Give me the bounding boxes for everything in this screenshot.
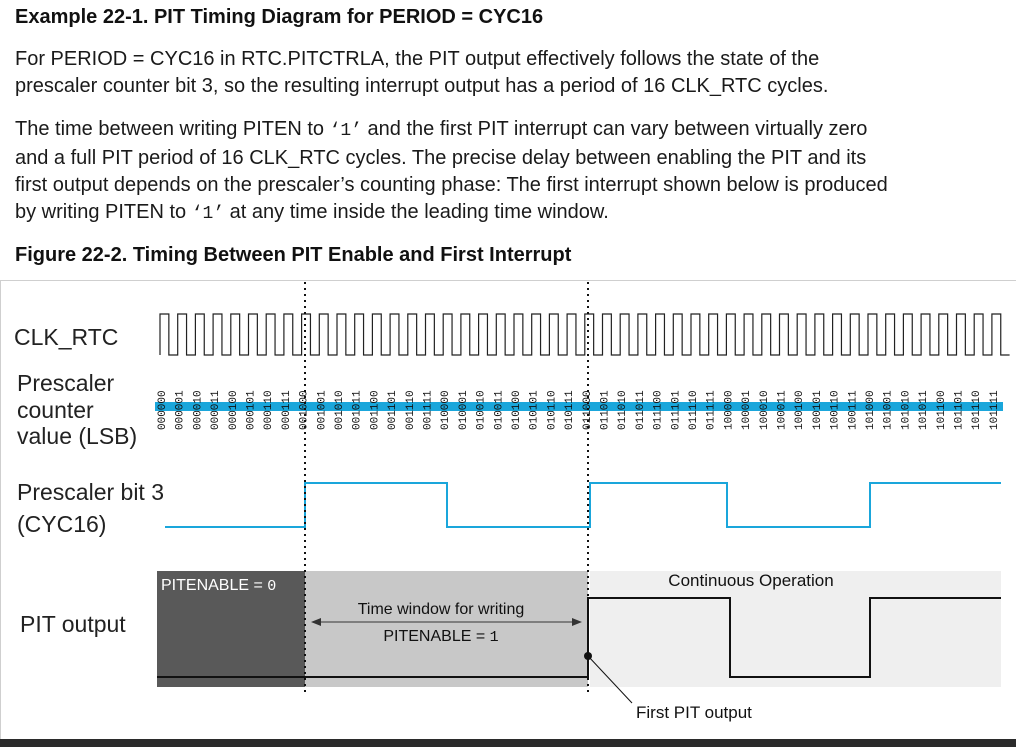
counter-value: 101110 [971, 390, 983, 430]
counter-value: 001000 [299, 390, 311, 430]
counter-value: 000010 [192, 390, 204, 430]
counter-value: 001110 [405, 390, 417, 430]
counter-value: 011001 [600, 390, 612, 430]
counter-value: 000001 [175, 390, 187, 430]
counter-value: 010011 [493, 390, 505, 430]
paragraph-line: For PERIOD = CYC16 in RTC.PITCTRLA, the … [15, 48, 820, 70]
paragraph-period-description: For PERIOD = CYC16 in RTC.PITCTRLA, the … [15, 46, 1005, 100]
counter-value: 010100 [511, 390, 523, 430]
counter-value: 101101 [954, 390, 966, 430]
paragraph-text: by writing PITEN to [15, 201, 192, 223]
counter-value: 001111 [423, 390, 435, 430]
counter-value: 101000 [865, 390, 877, 430]
time-window-label-line1: Time window for writing [358, 601, 525, 618]
counter-value: 100101 [812, 390, 824, 430]
prescaler-label-line3: value (LSB) [17, 423, 137, 449]
prescaler-label-line1: Prescaler [17, 370, 114, 396]
counter-value: 101010 [900, 390, 912, 430]
first-output-callout-line [587, 655, 633, 704]
time-window-region [305, 571, 588, 687]
counter-value: 010111 [564, 390, 576, 430]
paragraph-text: at any time inside the leading time wind… [224, 201, 609, 223]
counter-value: 100110 [830, 390, 842, 430]
figure-title: Figure 22-2. Timing Between PIT Enable a… [15, 244, 572, 266]
pit-output-waveform [157, 597, 1001, 678]
prescaler-label-line2: counter [17, 397, 94, 423]
first-pit-output-label: First PIT output [636, 703, 752, 722]
counter-value: 001011 [352, 390, 364, 430]
counter-value: 100001 [741, 390, 753, 430]
counter-value: 010110 [546, 390, 558, 430]
paragraph-line: prescaler counter bit 3, so the resultin… [15, 75, 829, 97]
counter-value: 101011 [918, 390, 930, 430]
code-value: ‘1’ [329, 121, 362, 141]
counter-value: 000011 [210, 390, 222, 430]
counter-value: 011100 [653, 390, 665, 430]
counter-value: 001100 [369, 390, 381, 430]
counter-value: 101100 [936, 390, 948, 430]
paragraph-line: and a full PIT period of 16 CLK_RTC cycl… [15, 147, 867, 169]
counter-value: 101111 [989, 390, 1001, 430]
counter-value: 011011 [635, 390, 647, 430]
clk-rtc-label: CLK_RTC [14, 324, 118, 350]
counter-value-labels: 000000 000001 000010 000011 000100 000101 0001… [157, 390, 1001, 430]
counter-value: 000110 [263, 390, 275, 430]
paragraph-text: The time between writing PITEN to [15, 118, 330, 140]
counter-value: 001101 [387, 390, 399, 430]
disabled-region [157, 571, 305, 687]
bottom-bar [0, 739, 1016, 747]
arrow-head-right [572, 618, 582, 626]
counter-value: 100100 [794, 390, 806, 430]
counter-value: 100000 [723, 390, 735, 430]
pit-output-label: PIT output [20, 611, 126, 637]
prescaler-bit3-waveform [165, 482, 1001, 528]
counter-value: 000100 [228, 390, 240, 430]
counter-value: 011101 [670, 390, 682, 430]
bit3-label-line1: Prescaler bit 3 [17, 479, 164, 505]
paragraph-enable-delay: The time between writing PITEN to ‘1’ an… [15, 116, 1005, 228]
counter-value: 011110 [688, 390, 700, 430]
time-window-label-line2: PITENABLE = 1 [383, 628, 498, 646]
paragraph-text: and the first PIT interrupt can vary bet… [361, 118, 868, 140]
figure-top-rule [0, 280, 1016, 281]
counter-value: 000101 [246, 390, 258, 430]
counter-value: 001010 [334, 390, 346, 430]
paragraph-line: first output depends on the prescaler’s … [15, 174, 888, 196]
example-title: Example 22-1. PIT Timing Diagram for PER… [15, 6, 544, 28]
counter-value: 100111 [847, 390, 859, 430]
counter-value: 010101 [529, 390, 541, 430]
counter-value: 010010 [476, 390, 488, 430]
counter-value: 100011 [777, 390, 789, 430]
continuous-region [590, 571, 1001, 687]
counter-value: 100010 [759, 390, 771, 430]
pitenable-prefix: PITENABLE = [383, 628, 489, 645]
figure-left-rule [0, 280, 1, 739]
counter-value: 000000 [157, 390, 169, 430]
counter-value: 010000 [440, 390, 452, 430]
counter-value: 011010 [617, 390, 629, 430]
arrow-head-left [311, 618, 321, 626]
clk-rtc-waveform [159, 313, 1010, 356]
counter-value: 010001 [458, 390, 470, 430]
code-value: ‘1’ [191, 204, 225, 224]
bit3-label-line2: (CYC16) [17, 511, 106, 537]
pitenable-value: 1 [490, 629, 499, 646]
counter-value: 101001 [883, 390, 895, 430]
counter-value: 000111 [281, 390, 293, 430]
continuous-operation-label: Continuous Operation [668, 571, 833, 590]
pitenable-0-label: PITENABLE = 0 [161, 577, 276, 595]
counter-value: 011111 [706, 390, 718, 430]
counter-value: 011000 [582, 390, 594, 430]
pitenable-value: 0 [267, 578, 276, 595]
counter-value-band [155, 402, 1003, 411]
counter-value: 001001 [316, 390, 328, 430]
pitenable-prefix: PITENABLE = [161, 577, 267, 594]
